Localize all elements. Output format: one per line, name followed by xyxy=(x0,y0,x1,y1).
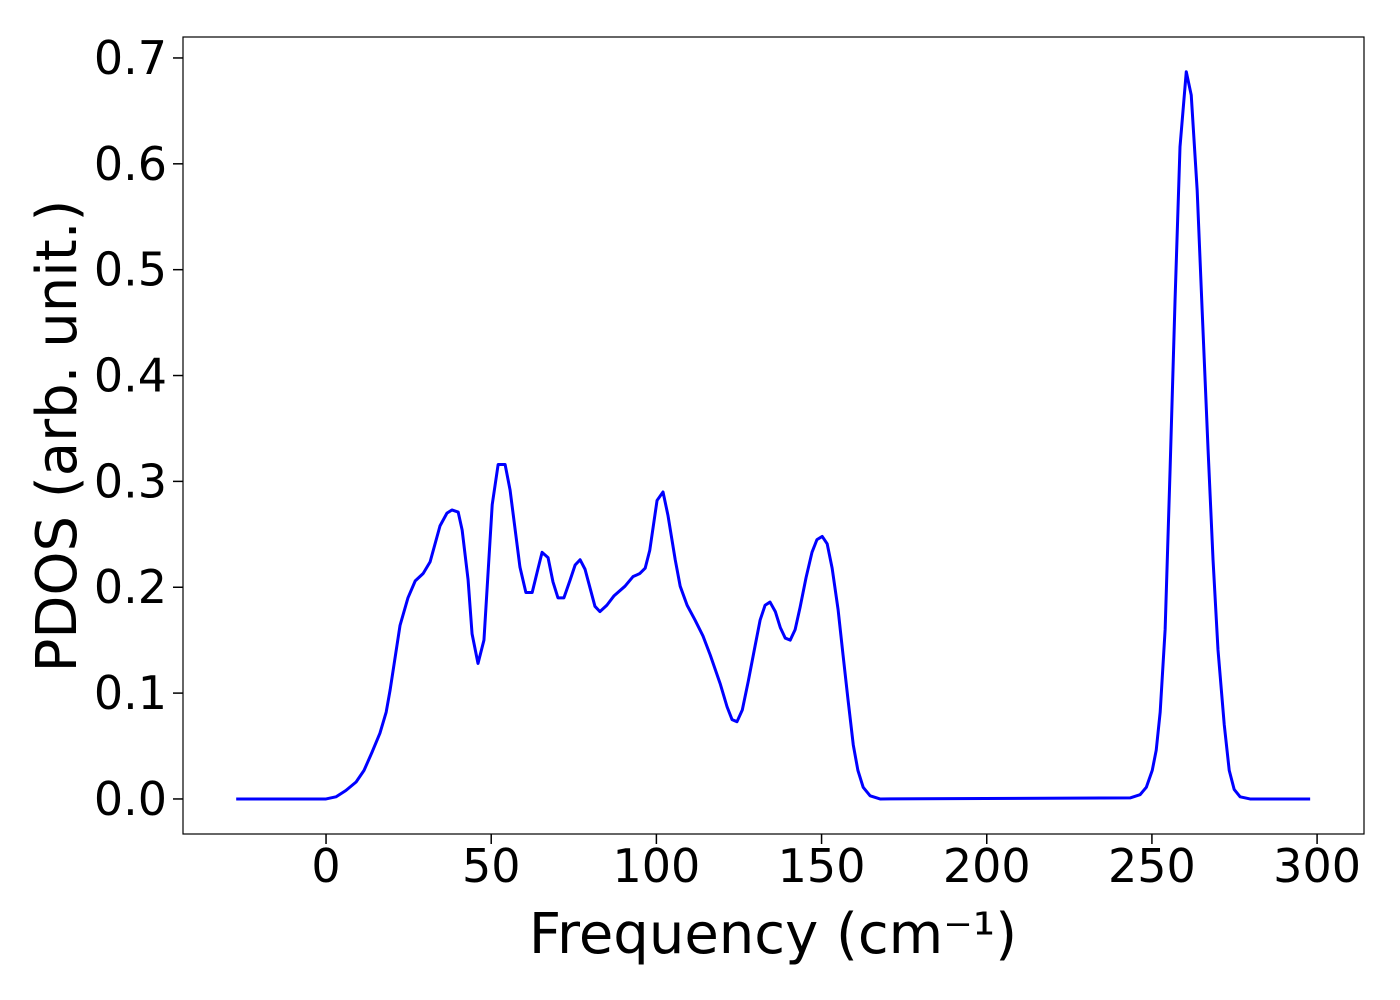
x-tick-label: 0 xyxy=(311,839,340,893)
y-tick-label: 0.5 xyxy=(94,243,167,297)
x-tick-label: 300 xyxy=(1273,839,1361,893)
y-tick-label: 0.2 xyxy=(94,560,167,614)
x-tick-label: 250 xyxy=(1108,839,1196,893)
y-tick-label: 0.0 xyxy=(94,772,167,826)
y-tick-label: 0.6 xyxy=(94,137,167,191)
y-tick-label: 0.7 xyxy=(94,31,167,85)
x-tick-label: 100 xyxy=(612,839,700,893)
y-tick-label: 0.1 xyxy=(94,666,167,720)
x-tick-label: 200 xyxy=(943,839,1031,893)
y-tick-label: 0.4 xyxy=(94,349,167,403)
x-tick-label: 150 xyxy=(778,839,866,893)
x-tick-label: 50 xyxy=(462,839,521,893)
plot-frame xyxy=(182,36,1365,835)
y-tick-label: 0.3 xyxy=(94,454,167,508)
y-axis-label: PDOS (arb. unit.) xyxy=(25,200,90,673)
x-axis-label: Frequency (cm⁻¹) xyxy=(529,902,1017,967)
data-line xyxy=(236,70,1311,801)
